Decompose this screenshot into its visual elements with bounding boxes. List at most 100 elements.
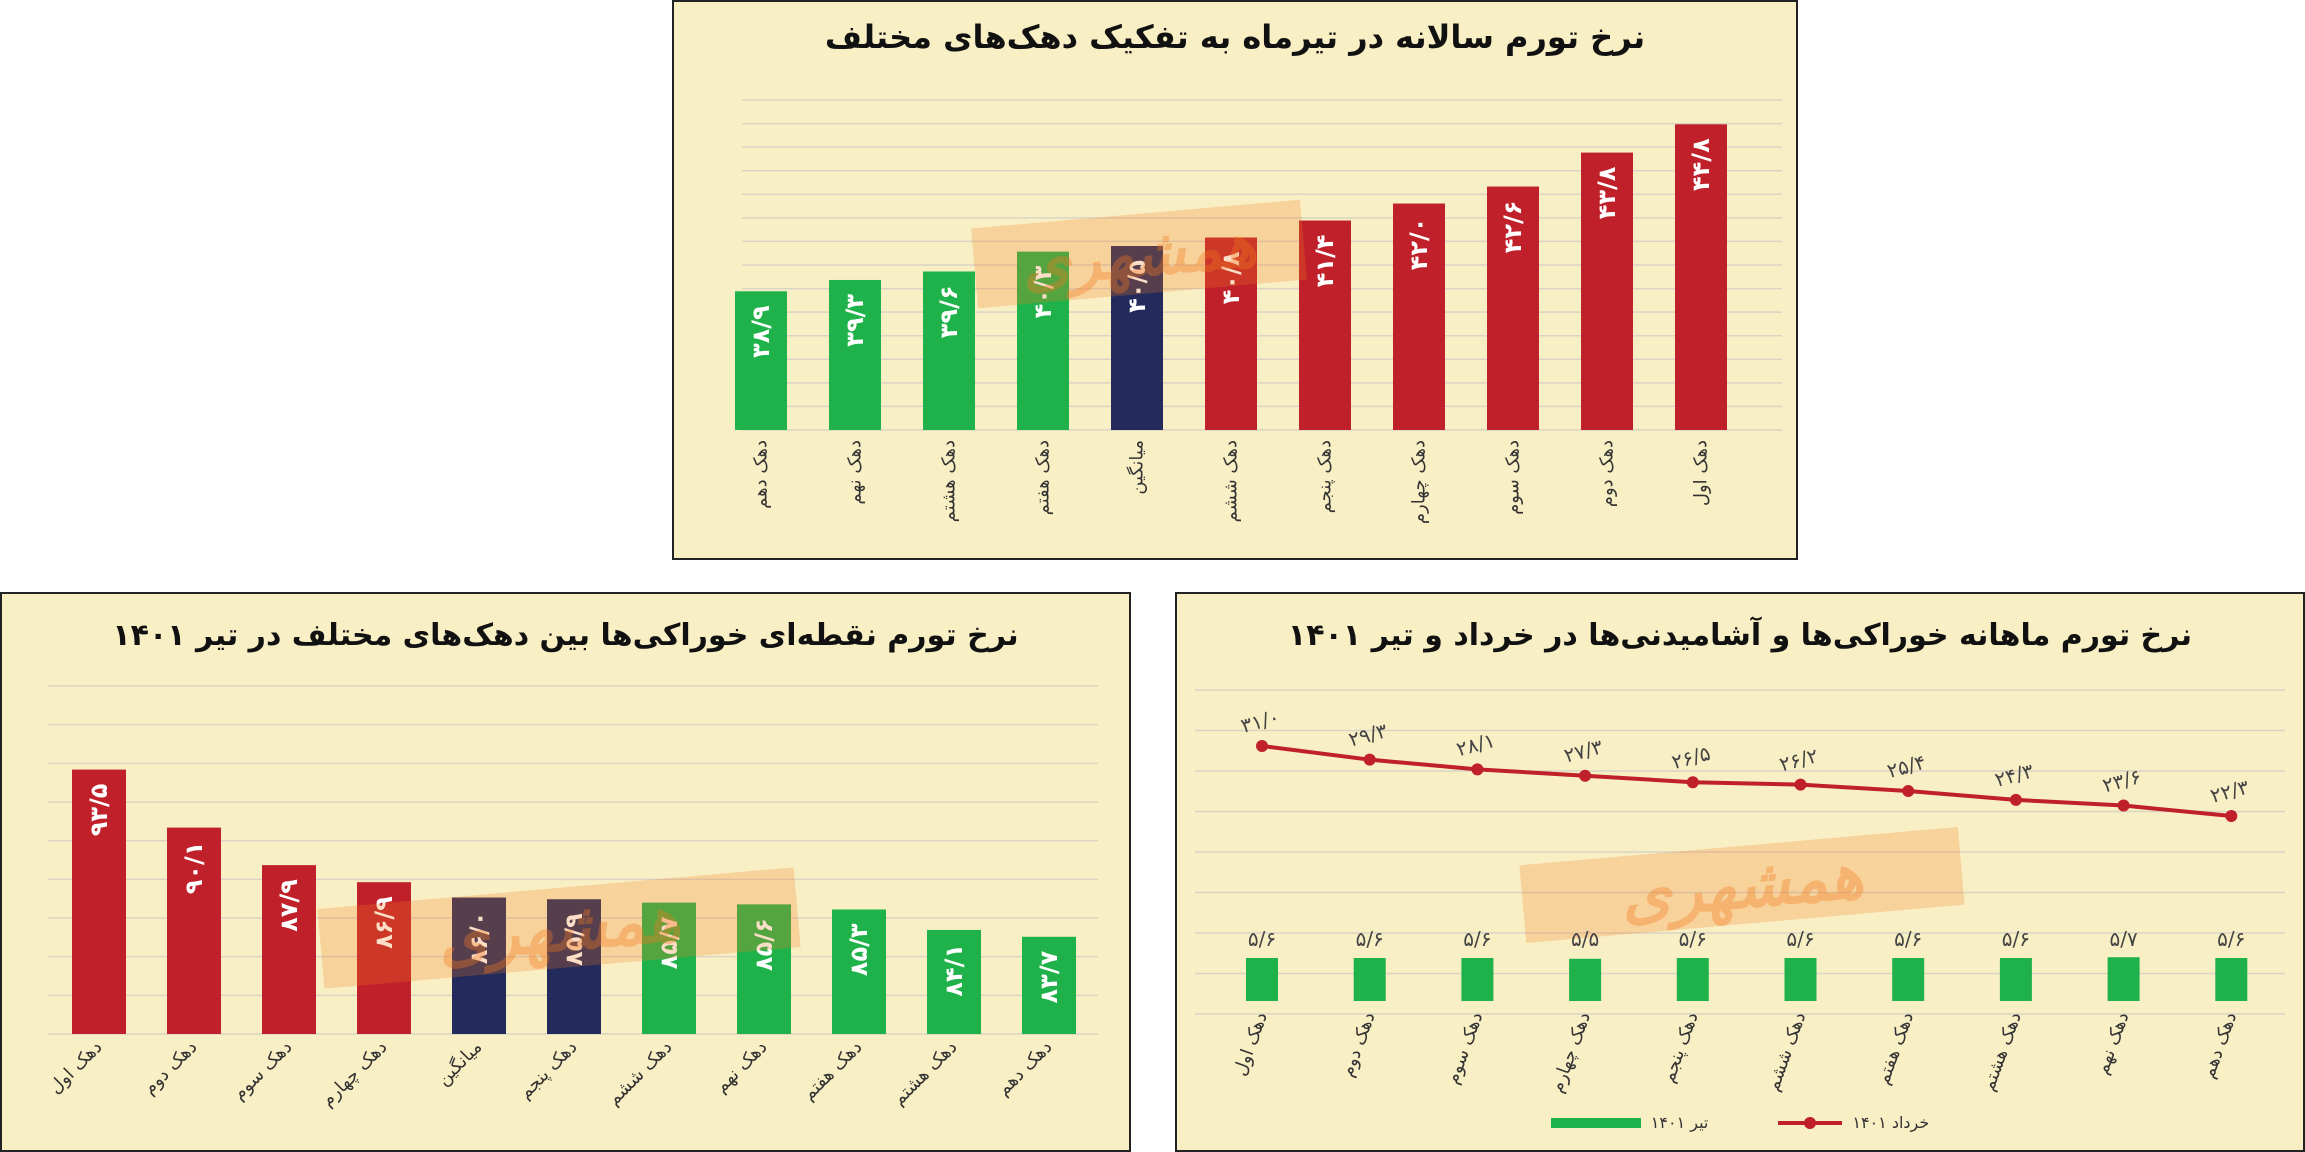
- bar-value-label: ۵/۵: [1571, 927, 1599, 951]
- line-value-label: ۲۵/۴: [1884, 750, 1928, 783]
- point-food-inflation-title: نرخ تورم نقطه‌ای خوراکی‌ها بین دهک‌های م…: [112, 618, 1019, 653]
- line-value-label: ۲۳/۶: [2100, 764, 2144, 797]
- line-value-label: ۲۲/۳: [2208, 775, 2252, 808]
- bar: [2107, 957, 2140, 1001]
- category-label: دهک پنجم: [1658, 1009, 1703, 1085]
- bar-value-label: ۳۸/۹: [747, 305, 775, 358]
- bar: [735, 291, 787, 430]
- bar: [1676, 958, 1709, 1001]
- category-label: دهک ششم: [1221, 440, 1242, 522]
- category-label: دهک چهارم: [317, 1037, 391, 1111]
- category-label: دهک دوم: [1337, 1009, 1380, 1079]
- annual-inflation-title: نرخ تورم سالانه در تیرماه به تفکیک دهک‌ه…: [824, 18, 1646, 56]
- legend-item-line: خرداد ۱۴۰۱: [1778, 1113, 1929, 1132]
- bar: [167, 827, 221, 1034]
- legend-bar-swatch: [1550, 1117, 1641, 1128]
- bar-value-label: ۳۹/۳: [841, 294, 869, 347]
- line-point: [2117, 799, 2130, 812]
- bar: [1569, 958, 1602, 1001]
- bar-value-label: ۸۵/۷: [655, 916, 683, 969]
- legend-bar-label: تیر ۱۴۰۱: [1650, 1113, 1709, 1132]
- bar: [1461, 958, 1494, 1001]
- bar: [1299, 220, 1351, 430]
- bar: [832, 909, 886, 1034]
- category-label: دهک هشتم: [888, 1037, 961, 1110]
- series-line: [1261, 744, 2232, 818]
- bar-value-label: ۴۲/۶: [1499, 201, 1527, 254]
- bar-value-label: ۹۰/۱: [180, 842, 208, 895]
- category-label: دهک سوم: [1442, 1009, 1487, 1087]
- category-label: دهک هشتم: [939, 440, 960, 522]
- category-label: دهک نهم: [845, 440, 866, 505]
- line-value-label: ۲۶/۵: [1669, 741, 1713, 774]
- bar: [642, 902, 696, 1034]
- category-label: دهک چهارم: [1409, 440, 1430, 524]
- bar: [923, 271, 975, 430]
- bar: [1784, 958, 1817, 1001]
- bar: [262, 865, 316, 1034]
- bar: [1892, 958, 1925, 1001]
- line-point: [1794, 778, 1807, 791]
- category-label: دهک دهم: [993, 1037, 1057, 1101]
- bar: [357, 882, 411, 1034]
- bar: [452, 897, 506, 1034]
- category-label: دهک ششم: [603, 1037, 676, 1110]
- line-point: [1902, 785, 1915, 798]
- bar-value-label: ۴۴/۸: [1687, 138, 1715, 191]
- category-label: دهک دوم: [139, 1037, 201, 1099]
- bar: [2215, 958, 2248, 1001]
- bar-value-label: ۵/۶: [1248, 927, 1276, 951]
- category-label: دهک اول: [1691, 440, 1712, 506]
- watermark-band: [971, 199, 1307, 309]
- category-label: دهک پنجم: [1315, 440, 1336, 513]
- category-label: میانگین: [432, 1036, 486, 1090]
- line-value-label: ۲۷/۳: [1561, 734, 1605, 767]
- point-food-inflation-panel: ۹۳/۵ دهک اول ۹۰/۱ دهک دوم ۸۷/۹ دهک سوم ۸۶/۹ دهک…: [0, 592, 1131, 1152]
- bar-value-label: ۸۴/۱: [940, 944, 968, 997]
- bar-value-label: ۸۶/۰: [465, 912, 493, 965]
- legend-line-swatch: [1778, 1116, 1843, 1129]
- category-label: دهک هفتم: [1873, 1009, 1919, 1087]
- line-point: [1686, 776, 1699, 789]
- bar-value-label: ۵/۶: [1356, 927, 1384, 951]
- bar-value-label: ۵/۶: [1679, 927, 1707, 951]
- bar-value-label: ۳۹/۶: [935, 285, 963, 338]
- bar-value-label: ۵/۶: [2002, 927, 2030, 951]
- monthly-food-inflation-panel: همشهری ۳۱/۰ ۵/۶ دهک اول ۲۹/۳ ۵/۶ دهک دوم ۲۸/۱ ۵/…: [1175, 592, 2305, 1152]
- bar-value-label: ۸۵/۹: [560, 913, 588, 966]
- line-value-label: ۲۴/۳: [1992, 758, 2036, 791]
- line-value-label: ۲۸/۱: [1454, 728, 1498, 761]
- watermark-band: [317, 867, 801, 989]
- monthly-food-inflation-chart: همشهری ۳۱/۰ ۵/۶ دهک اول ۲۹/۳ ۵/۶ دهک دوم ۲۸/۱ ۵/…: [1195, 689, 2285, 1096]
- line-point: [1256, 740, 1268, 752]
- line-point: [2009, 793, 2022, 806]
- legend-line-label: خرداد ۱۴۰۱: [1852, 1113, 1930, 1132]
- category-label: دهک ششم: [1762, 1009, 1810, 1094]
- chart-legend: خرداد ۱۴۰۱ تیر ۱۴۰۱: [1177, 1113, 2303, 1132]
- watermark-band: [1519, 826, 1965, 944]
- bar-value-label: ۴۳/۸: [1593, 166, 1621, 219]
- bar-value-label: ۴۰/۳: [1029, 265, 1057, 318]
- category-label: دهک سوم: [229, 1037, 297, 1105]
- bar-value-label: ۵/۶: [1786, 927, 1814, 951]
- bar-value-label: ۸۵/۶: [750, 918, 778, 971]
- bar: [927, 929, 981, 1034]
- legend-item-bar: تیر ۱۴۰۱: [1550, 1113, 1709, 1132]
- bar-value-label: ۸۷/۹: [275, 879, 303, 932]
- category-label: دهک هشتم: [1978, 1009, 2026, 1094]
- line-point: [1579, 769, 1592, 782]
- bar: [1246, 958, 1278, 1001]
- bar: [1393, 203, 1445, 430]
- category-label: دهک هفتم: [798, 1037, 866, 1105]
- category-label: دهک دهم: [2198, 1009, 2241, 1081]
- bar: [1022, 936, 1076, 1034]
- category-label: دهک نهم: [711, 1037, 772, 1098]
- bar: [737, 904, 791, 1034]
- bar: [1353, 958, 1386, 1001]
- line-value-label: ۲۹/۳: [1346, 718, 1390, 751]
- bar-value-label: ۴۲/۰: [1405, 218, 1433, 271]
- category-label: دهک سوم: [1503, 440, 1524, 515]
- bar: [1487, 186, 1539, 430]
- bar-value-label: ۸۳/۷: [1035, 950, 1063, 1003]
- bar-value-label: ۸۶/۹: [370, 896, 398, 949]
